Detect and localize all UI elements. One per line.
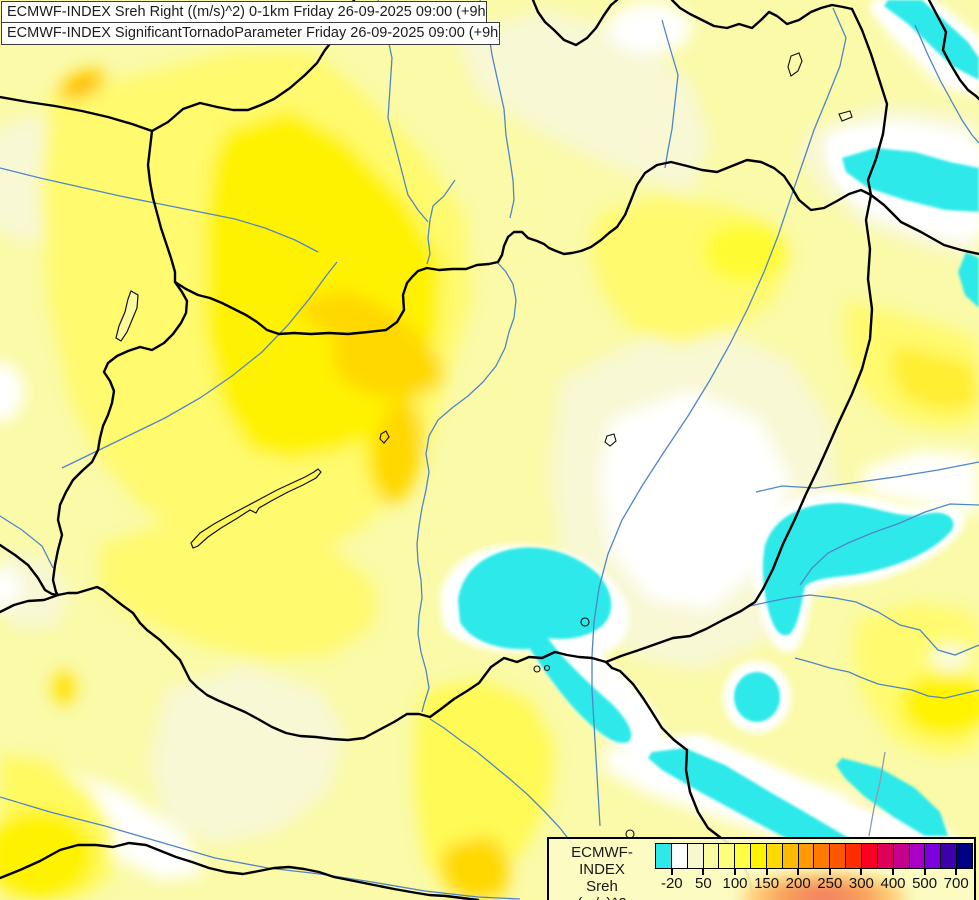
border-path-hungary-north [173, 158, 873, 336]
river-gray [868, 751, 886, 837]
map-title-primary: ECMWF-INDEX Sreh Right ((m/s)^2) 0-1km F… [1, 1, 487, 24]
lakes [115, 52, 853, 839]
legend-tick-mark [765, 869, 768, 875]
border-path [0, 129, 189, 614]
border-path [869, 193, 979, 256]
legend-tick-label: 150 [754, 875, 780, 892]
negative-sreh-regions [458, 0, 979, 857]
river [914, 24, 979, 144]
border-path [927, 0, 979, 101]
legend-swatch [860, 844, 877, 868]
legend-swatch [765, 844, 782, 868]
legend-swatch [718, 844, 735, 868]
legend-tick-mark [860, 869, 863, 875]
legend-swatch [702, 844, 719, 868]
small-lakes [379, 52, 853, 839]
border-path [850, 7, 889, 197]
legend-swatch [940, 844, 957, 868]
legend-tick-mark [828, 869, 831, 875]
border-path-hungary-east [604, 193, 874, 664]
legend-tick-label: 100 [722, 875, 748, 892]
river-koros [755, 461, 979, 493]
river [661, 19, 679, 169]
legend-tick-label: 300 [848, 875, 874, 892]
river [794, 657, 979, 699]
legend-tick-mark [797, 869, 800, 875]
lake-balaton [190, 468, 322, 549]
color-scale-legend: ECMWF-INDEX Sreh (m/s)^2 -20 50 100 150 200 2… [547, 837, 976, 900]
legend-tick-label: 250 [817, 875, 843, 892]
legend-parameter: Sreh [586, 878, 618, 895]
legend-swatch [781, 844, 798, 868]
border-path [670, 0, 854, 30]
legend-tick-label: 700 [943, 875, 969, 892]
border-path [0, 841, 480, 900]
legend-source: ECMWF-INDEX [571, 844, 633, 878]
legend-tick-mark [892, 869, 894, 875]
river [0, 167, 319, 253]
legend-swatch [750, 844, 766, 868]
legend-swatch [670, 844, 687, 868]
legend-swatch [656, 844, 671, 868]
river-raba [61, 261, 338, 469]
legend-units: (m/s)^2 [551, 895, 653, 900]
legend-swatch [956, 844, 972, 868]
legend-tick-label: -20 [660, 875, 683, 892]
river-koros [799, 503, 979, 586]
legend-swatch [686, 844, 703, 868]
legend-swatch [734, 844, 751, 868]
legend-swatch [797, 844, 814, 868]
river-mura [0, 515, 54, 569]
legend-swatch [892, 844, 909, 868]
legend-tick-mark [702, 869, 705, 875]
legend-swatch [845, 844, 861, 868]
legend-tick-mark [923, 869, 926, 875]
legend-tick-mark [670, 869, 673, 875]
legend-swatch [924, 844, 941, 868]
river-mures [749, 594, 979, 656]
border-path [531, 0, 619, 47]
legend-swatch [908, 844, 925, 868]
river-tisza [591, 7, 847, 827]
legend-tick-label: 200 [785, 875, 811, 892]
legend-tick-mark [734, 869, 736, 875]
legend-tick-mark [955, 869, 958, 875]
lake-neusiedl [115, 290, 139, 342]
border-path [0, 95, 154, 133]
legend-tick-label: 400 [880, 875, 906, 892]
border-path [0, 543, 608, 742]
legend-swatch [829, 844, 846, 868]
legend-swatch [813, 844, 830, 868]
legend-tick-label: 500 [912, 875, 938, 892]
legend-swatch [876, 844, 893, 868]
legend-tick-label: 50 [695, 875, 712, 892]
legend-color-bar [655, 843, 973, 869]
legend-caption: ECMWF-INDEX Sreh (m/s)^2 [551, 844, 653, 900]
map-title-secondary: ECMWF-INDEX SignificantTornadoParameter … [1, 22, 500, 45]
